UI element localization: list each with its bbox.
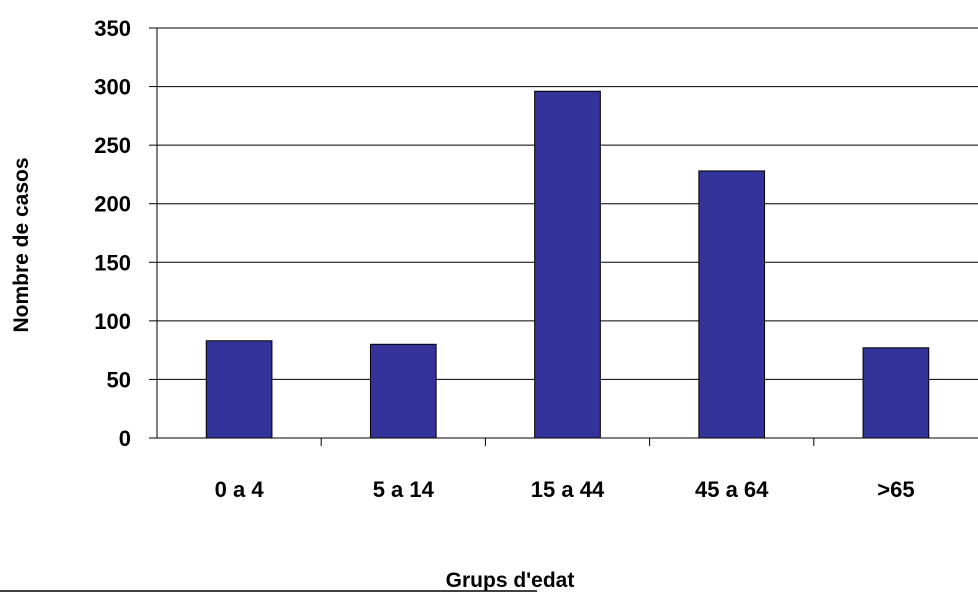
y-tick-label: 200 bbox=[94, 192, 131, 217]
x-tick-label: 45 a 64 bbox=[695, 477, 769, 502]
y-tick-label: 0 bbox=[119, 426, 131, 451]
bar bbox=[205, 340, 273, 439]
bar bbox=[862, 347, 930, 439]
y-tick-label: 250 bbox=[94, 133, 131, 158]
y-axis-title: Nombre de casos bbox=[10, 157, 33, 332]
axes bbox=[149, 27, 978, 446]
bar bbox=[369, 343, 437, 439]
x-tick-label: 15 a 44 bbox=[531, 477, 605, 502]
bar bbox=[698, 170, 766, 439]
x-tick-label: 0 a 4 bbox=[215, 477, 265, 502]
x-tick-label: >65 bbox=[877, 477, 914, 502]
bars bbox=[205, 90, 930, 439]
y-tick-label: 300 bbox=[94, 75, 131, 100]
bar bbox=[534, 90, 601, 439]
y-tick-labels: 0 50 100 150 200 250 300 350 bbox=[94, 16, 131, 451]
y-tick-label: 100 bbox=[94, 309, 131, 334]
x-tick-label: 5 a 14 bbox=[373, 477, 435, 502]
x-tick-labels: 0 a 4 5 a 14 15 a 44 45 a 64 >65 bbox=[215, 477, 915, 502]
y-tick-label: 350 bbox=[94, 16, 131, 41]
y-tick-label: 150 bbox=[94, 250, 131, 275]
x-axis-title: Grups d'edat bbox=[446, 569, 575, 592]
y-tick-label: 50 bbox=[107, 367, 131, 392]
